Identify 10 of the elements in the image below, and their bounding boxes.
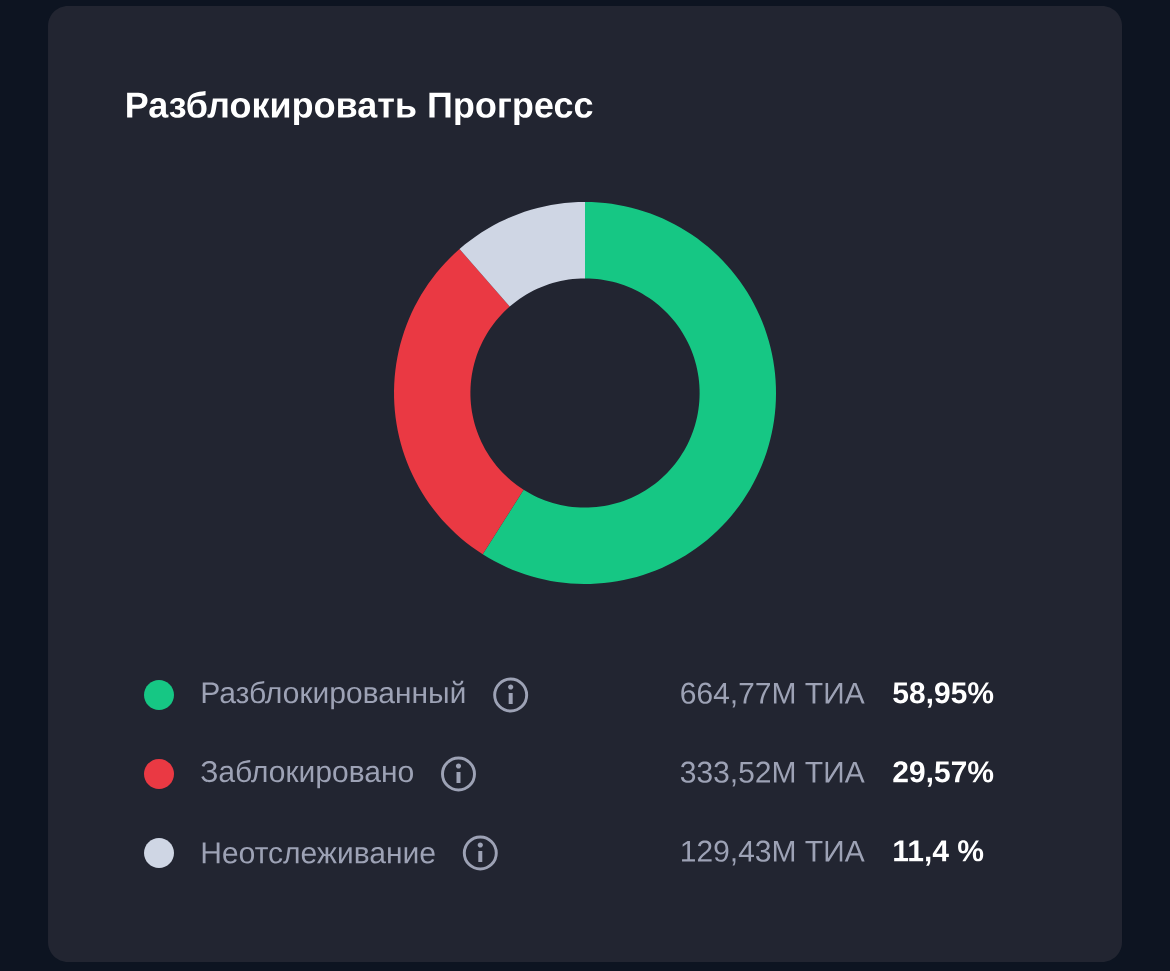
legend-label: Заблокировано bbox=[201, 759, 413, 789]
data-label: 58,95% bbox=[893, 682, 994, 708]
text: 664,77M ТИА bbox=[681, 682, 865, 708]
legend-label: Неотслеживание bbox=[202, 842, 435, 864]
data-label: 11,4 % bbox=[894, 840, 984, 866]
chart-title: Разблокировать Прогресс bbox=[127, 91, 593, 125]
data-label: 29,57% bbox=[893, 761, 994, 787]
legend-label: Разблокированный bbox=[202, 680, 465, 710]
text: 333,52M ТИА bbox=[680, 761, 865, 787]
text: 129,43M ТИА bbox=[682, 840, 865, 866]
